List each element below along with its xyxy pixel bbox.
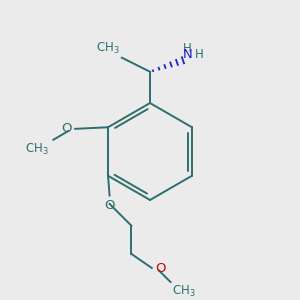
Text: CH$_3$: CH$_3$ (172, 284, 196, 299)
Text: H: H (183, 43, 192, 56)
Text: CH$_3$: CH$_3$ (25, 142, 49, 158)
Text: O: O (155, 262, 165, 275)
Text: O: O (104, 199, 115, 212)
Text: CH$_3$: CH$_3$ (96, 41, 119, 56)
Text: N: N (183, 48, 192, 61)
Text: O: O (61, 122, 72, 135)
Text: H: H (195, 48, 204, 61)
